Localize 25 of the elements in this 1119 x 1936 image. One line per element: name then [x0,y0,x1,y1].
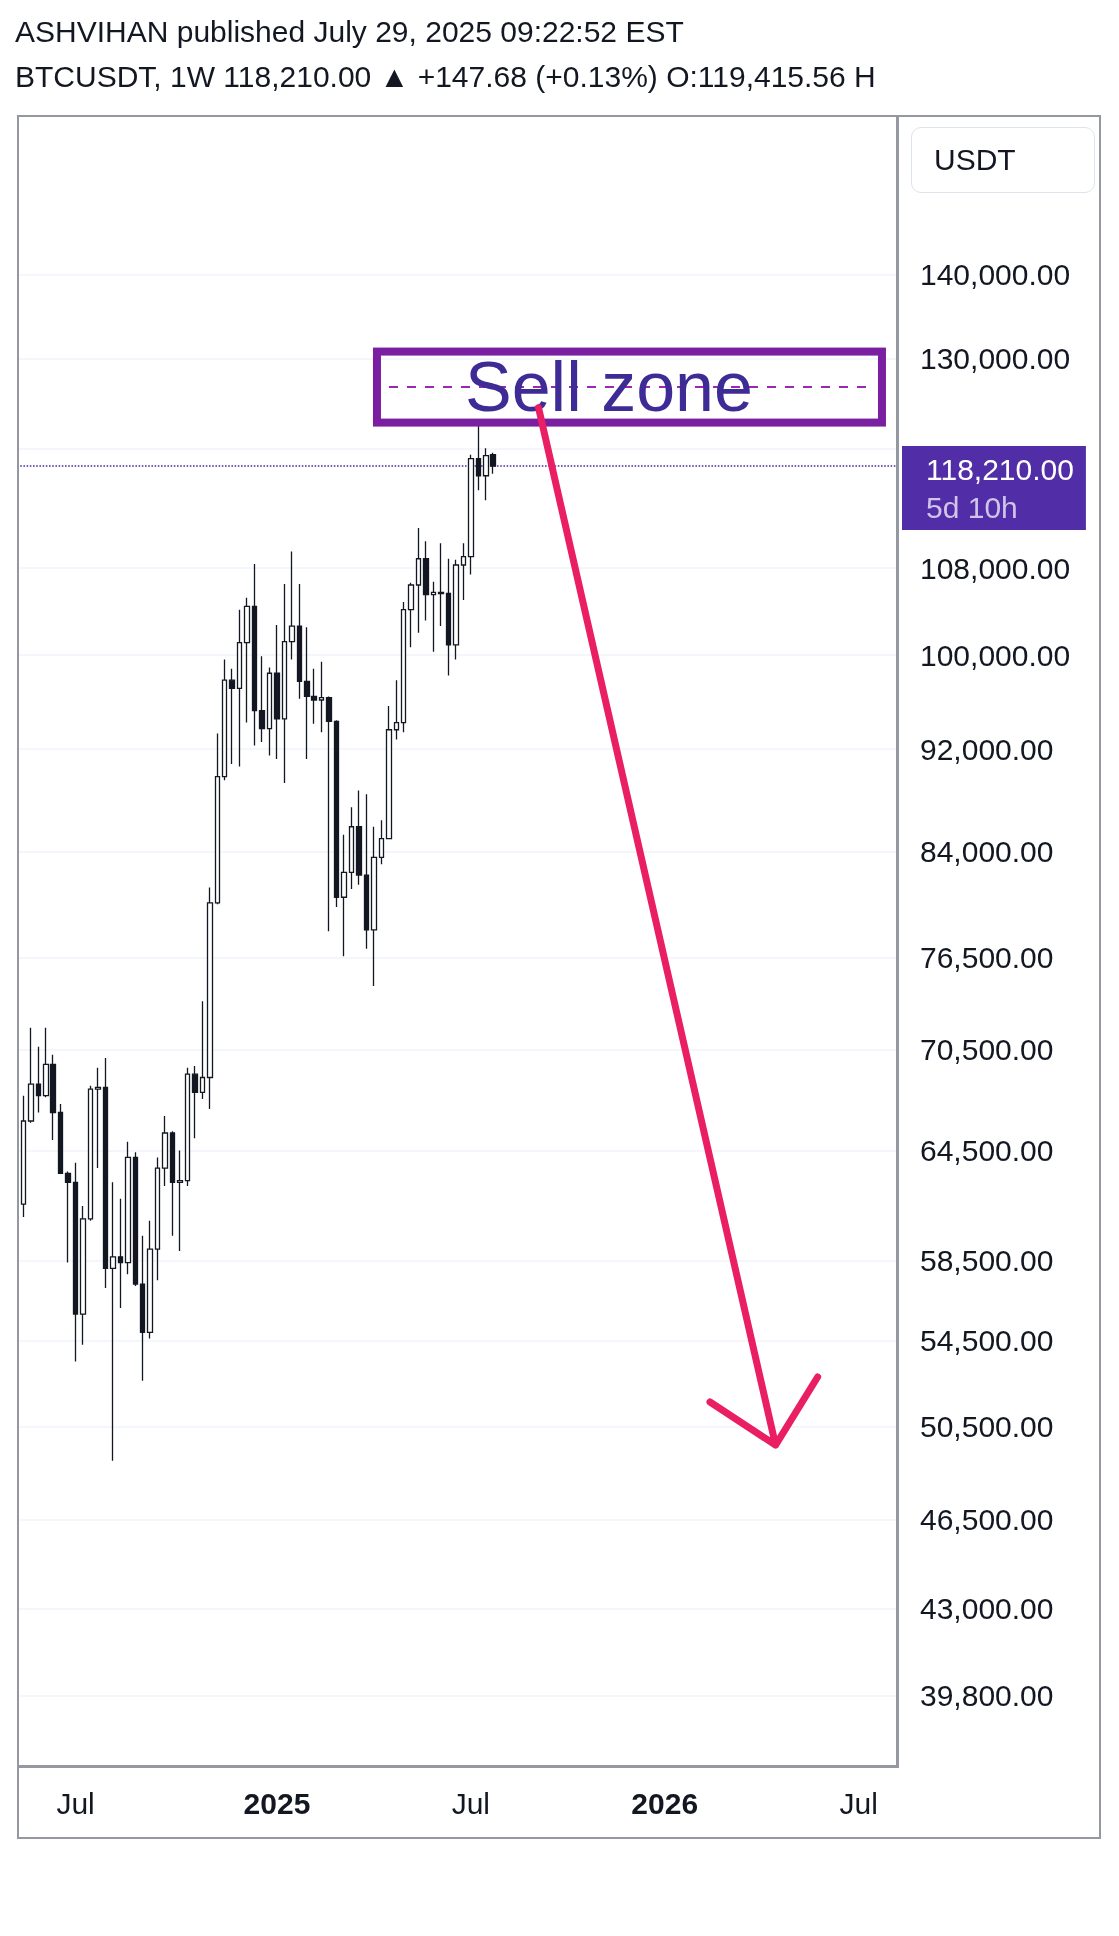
y-tick-label: 76,500.00 [920,941,1054,975]
y-tick-label: 58,500.00 [920,1244,1054,1278]
x-tick-label: 2025 [243,1786,311,1820]
ref-line-label: 118,210.00 5d 10h [926,452,1074,524]
y-tick-label: 92,000.00 [920,732,1054,766]
y-tick-label: 84,000.00 [920,835,1054,869]
x-tick-label: Jul [451,1786,491,1820]
y-tick-label: 64,500.00 [920,1133,1054,1167]
y-tick-label: 108,000.00 [920,551,1071,585]
y-tick-label: 46,500.00 [920,1503,1054,1537]
y-axis-title: USDT [911,127,1095,193]
y-tick-label: 50,500.00 [920,1410,1054,1444]
x-tick-label: 2026 [631,1786,699,1820]
y-tick-label: 70,500.00 [920,1033,1054,1067]
y-tick-label: 39,800.00 [920,1679,1054,1713]
y-tick-label: 130,000.00 [920,342,1071,376]
y-tick-label: 140,000.00 [920,258,1071,292]
chart-title: ASHVIHAN published July 29, 2025 09:22:52 EST [15,14,684,50]
y-tick-label: 54,500.00 [920,1324,1054,1358]
chart-subtitle: BTCUSDT, 1W 118,210.00 ▲ +147.68 (+0.13%) O:119,415.56 H [15,59,876,95]
x-tick-label: Jul [56,1786,95,1820]
annotation: Sell zone [464,348,753,427]
x-tick-label: Jul [839,1786,878,1820]
y-tick-label: 100,000.00 [920,638,1071,672]
y-tick-label: 43,000.00 [920,1591,1054,1625]
